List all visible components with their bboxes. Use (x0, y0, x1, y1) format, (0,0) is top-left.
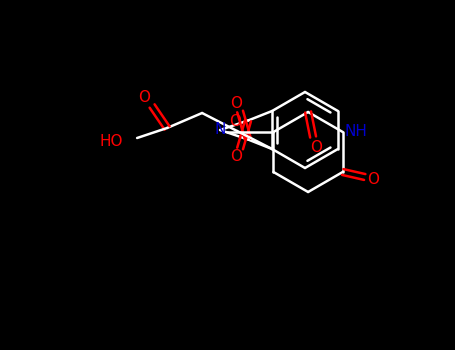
Text: O: O (229, 114, 241, 130)
Text: N: N (214, 122, 226, 138)
Text: O: O (367, 172, 379, 187)
Text: HO: HO (100, 134, 123, 149)
Text: O: O (310, 140, 322, 154)
Text: O: O (138, 91, 150, 105)
Text: NH: NH (345, 125, 368, 140)
Text: O: O (230, 96, 242, 111)
Text: O: O (230, 149, 242, 164)
